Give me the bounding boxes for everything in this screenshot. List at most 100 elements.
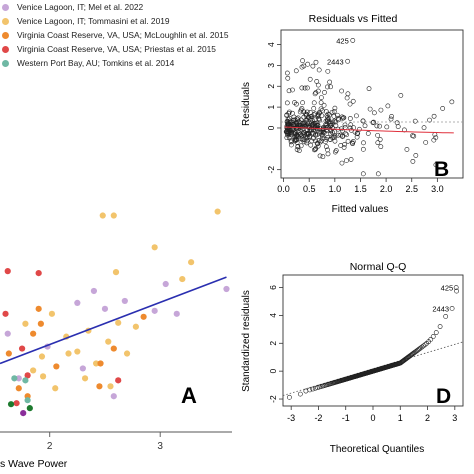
panel-d: Normal Q-Q 425 2443 -3 -2 -1 0 1 2 3 -2 0 2 4 6 The… (241, 261, 464, 455)
panel-b-residual-point (389, 114, 394, 119)
panel-b-residual-point (349, 140, 355, 146)
panel-b-residual-point (325, 147, 330, 153)
panel-b-residual-point (332, 138, 338, 144)
panel-b-x-tick-label: 3.0 (431, 184, 444, 194)
panel-a-point (48, 310, 56, 317)
panel-d-x-tick-label: 2 (425, 413, 430, 423)
panel-b-residual-point (354, 113, 359, 119)
panel-b-residual-point (318, 100, 324, 106)
panel-b-residual-point (360, 118, 366, 124)
panel-a-point (52, 385, 59, 392)
panel-b-residual-point (327, 79, 333, 85)
panel-b-residual-point (312, 91, 318, 97)
panel-b-residual-point (304, 111, 310, 117)
panel-b-residual-point (299, 133, 305, 139)
panel-b-residual-point (378, 144, 384, 150)
panel-b-residual-point (371, 119, 376, 125)
panel-d-qq-point (454, 288, 459, 294)
panel-a-point (24, 372, 31, 379)
panel-d-x-tick-label: -1 (342, 413, 350, 423)
panel-b-outlier-labels: 425 2443 (327, 36, 349, 66)
panel-b-x-tick-label: 0.0 (277, 184, 290, 194)
panel-b-residual-point (398, 92, 404, 98)
panel-b-residual-point (317, 139, 323, 145)
panel-d-qq-point (314, 385, 320, 391)
panel-b-residual-point (329, 109, 335, 115)
panel-a-point (13, 400, 20, 407)
panel-b-smoother (284, 126, 454, 134)
panel-b-residual-point (299, 85, 305, 91)
panel-a-point (18, 345, 26, 352)
panel-b-residual-point (342, 142, 347, 147)
panel-b-residual-point (354, 130, 360, 136)
panel-b-residual-point (361, 140, 366, 146)
panel-b-residual-point (395, 124, 401, 129)
panel-b-residual-point (328, 84, 334, 90)
panel-b-title: Residuals vs Fitted (309, 13, 398, 25)
panel-b-x-ticks: 0.0 0.5 1.0 1.5 2.0 2.5 3.0 (277, 178, 444, 194)
panel-a-tick-label: 3 (157, 441, 163, 452)
panel-b-residual-point (423, 140, 429, 145)
panel-a-point (179, 275, 186, 283)
panel-d-qq-point (303, 388, 309, 394)
panel-a-point (99, 212, 106, 219)
panel-b-residual-point (322, 90, 327, 95)
panel-d-outlier-labels: 425 2443 (432, 284, 453, 314)
panel-b-residual-point (374, 123, 380, 129)
panel-b-y-tick-label: 1 (266, 104, 276, 109)
panel-b-residual-point (301, 63, 307, 69)
panel-d-y-tick-label: 4 (268, 313, 278, 318)
panel-a-point (53, 363, 60, 370)
panel-d-x-ticks: -3 -2 -1 0 1 2 3 (287, 406, 457, 423)
panel-b-residual-point (290, 87, 295, 93)
panel-b-x-tick-label: 1.0 (329, 184, 342, 194)
panel-a-point (107, 383, 114, 390)
legend-swatch-0 (2, 3, 9, 11)
panel-b-y-tick-label: 3 (266, 63, 276, 68)
panel-b-y-tick-label: 0 (266, 125, 276, 130)
panel-d-qq-point (287, 394, 292, 400)
panel-b-residual-point (350, 139, 356, 144)
panel-b-residual-point (307, 76, 313, 82)
panel-b-residual-point (440, 106, 446, 111)
panel-b-residual-point (325, 68, 331, 74)
panel-b-residual-point (304, 109, 310, 115)
panel-a-point (65, 350, 72, 357)
panel-b-residual-point (375, 140, 381, 146)
legend-label: Virginia Coast Reserve, VA, USA; McLough… (17, 30, 229, 40)
panel-a-point (110, 212, 117, 219)
panel-b-x-tick-label: 2.5 (405, 184, 418, 194)
panel-a-point (93, 360, 100, 367)
panel-d-outlier-point (449, 306, 455, 311)
panel-b-residual-point (431, 113, 437, 119)
panel-a-point (15, 375, 22, 382)
panel-a-point (81, 375, 89, 382)
panel-b-residual-point (333, 119, 338, 125)
panel-b-residual-point (340, 134, 345, 140)
panel-b-residual-point (365, 131, 371, 136)
panel-b-residual-point (316, 116, 322, 122)
panel-d-x-tick-label: -2 (314, 413, 322, 423)
legend-item: Venice Lagoon, IT; Tommasini et al. 2019 (0, 14, 170, 28)
panel-b-residual-point (300, 136, 306, 142)
panel-b-residual-point (283, 129, 289, 135)
panel-b-residual-point (342, 122, 348, 128)
panel-b-residual-point (286, 135, 292, 141)
panel-b-residual-point (404, 147, 410, 152)
panel-b-residual-point (313, 138, 319, 144)
panel-b-residual-point (288, 139, 294, 145)
panel-b-residual-point (315, 82, 321, 88)
panel-d-outlier-label: 2443 (432, 304, 449, 313)
panel-d-qq-point (421, 343, 426, 349)
panel-d-points (287, 285, 459, 400)
panel-b-xlabel: Fitted values (332, 204, 389, 215)
panel-b-residual-point (311, 105, 317, 111)
panel-b-residual-point (385, 103, 391, 109)
panel-b-residual-point (331, 113, 337, 119)
panel-b-residual-point (286, 110, 292, 116)
panel-b-residual-point (344, 132, 349, 138)
panel-b-residual-point (347, 101, 353, 107)
panel-b-residual-point (421, 125, 427, 131)
panel-b-residual-point (371, 110, 377, 116)
panel-b-residual-point (305, 85, 310, 91)
